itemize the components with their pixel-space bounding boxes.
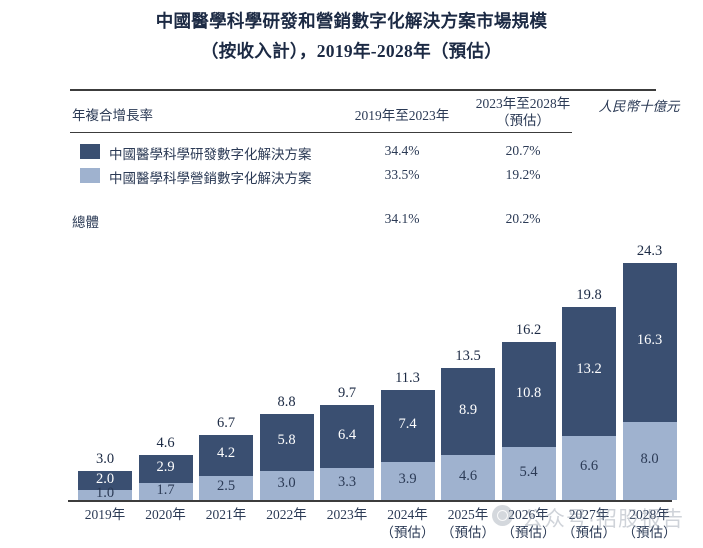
bar-segment-marketing: 5.4 — [501, 447, 556, 500]
bar-segment-label-marketing: 3.0 — [277, 475, 296, 492]
x-axis-label: 2023年 — [326, 507, 368, 522]
bar-segment-label-rnd: 5.8 — [277, 432, 296, 449]
bar-segment-label-rnd: 10.8 — [515, 384, 542, 401]
legend-row-marketing: 中國醫學科學營銷數字化解決方案 33.5% 19.2% — [70, 165, 656, 187]
bar-segment-label-marketing: 6.6 — [579, 457, 599, 474]
bar-group: 16.2 10.8 5.4 — [501, 322, 556, 500]
bar-total-label: 4.6 — [156, 435, 175, 452]
bar-total-label: 16.2 — [515, 322, 542, 338]
table-header-unit: 人民幣十億元 — [598, 98, 680, 114]
bar-segment-label-rnd: 8.9 — [458, 401, 478, 418]
bar-segment-label-rnd: 7.4 — [398, 415, 417, 432]
bar-segment-marketing: 1.0 — [78, 485, 132, 501]
bar-segment-rnd: 5.8 — [259, 414, 314, 471]
x-axis-label: 2024年 （預估） — [380, 507, 435, 540]
bar-segment-label-marketing: 8.0 — [640, 450, 659, 467]
bar-segment-label-marketing: 3.9 — [398, 470, 417, 487]
bar-segment-label-marketing: 1.0 — [95, 485, 115, 502]
bar-segment-label-marketing: 1.7 — [156, 481, 175, 498]
bar-total-label: 24.3 — [636, 243, 663, 259]
cagr-table: 年複合增長率 2019年至2023年 2023年至2028年 （預估） 人民幣十… — [70, 89, 680, 231]
x-axis-label: 2019年 — [84, 507, 126, 522]
bar-segment-label-rnd: 6.4 — [337, 426, 357, 443]
bar-segment-rnd: 8.9 — [441, 368, 495, 456]
bar-segment-label-marketing: 3.3 — [337, 473, 357, 490]
page-title-line-2: （按收入計），2019年-2028年（預估） — [200, 41, 503, 61]
bar-segment-rnd: 13.2 — [562, 306, 616, 436]
bar-group: 8.8 5.8 3.0 — [259, 394, 314, 500]
legend-label-marketing: 中國醫學科學營銷數字化解決方案 — [109, 171, 312, 187]
bar-group: 13.5 8.9 4.6 — [441, 348, 495, 500]
bar-total-label: 11.3 — [395, 369, 420, 386]
legend-row-rnd: 中國醫學科學研發數字化解決方案 34.4% 20.7% — [70, 141, 656, 163]
table-rule-mid — [70, 131, 572, 134]
x-axis-label: 2022年 — [266, 507, 307, 522]
bar-segment-rnd: 2.9 — [138, 455, 193, 484]
bar-segment-label-rnd: 2.0 — [95, 470, 115, 487]
cagr-2019-2023-total: 34.1% — [384, 211, 420, 227]
bar-total-label: 9.7 — [337, 385, 357, 402]
bar-segment-marketing: 8.0 — [622, 421, 677, 500]
bar-segment-marketing: 3.0 — [259, 470, 314, 500]
bar-segment-rnd: 2.0 — [78, 471, 132, 491]
bar-segment-marketing: 6.6 — [562, 435, 616, 500]
bar-segment-rnd: 7.4 — [380, 389, 435, 462]
bar-segment-label-rnd: 2.9 — [156, 459, 175, 476]
bar-segment-label-marketing: 5.4 — [519, 463, 538, 480]
bar-group: 24.3 16.3 8.0 — [622, 243, 677, 500]
table-total-label: 總體 — [72, 215, 99, 231]
x-axis-label: 2028年 （預估） — [622, 507, 677, 540]
bar-total-label: 13.5 — [455, 348, 481, 365]
page-title-line-1: 中國醫學科學研發和營銷數字化解決方案市場規模 — [155, 11, 548, 31]
legend-swatch-rnd — [80, 144, 100, 160]
bar-segment-label-rnd: 4.2 — [216, 445, 236, 462]
bar-segment-label-rnd: 16.3 — [636, 332, 663, 349]
legend-swatch-marketing — [80, 168, 100, 184]
bar-total-label: 6.7 — [216, 414, 236, 431]
table-total-row: 總體 34.1% 20.2% — [70, 209, 656, 231]
bar-group: 19.8 13.2 6.6 — [562, 287, 616, 500]
chart-plot-area: 3.0 2.0 1.0 4.6 2.9 1.7 6.7 4.2 2.5 8.8 5.8 3.0 9.7 6… — [70, 228, 677, 501]
bar-segment-marketing: 1.7 — [138, 481, 193, 500]
cagr-2023-2028-marketing: 19.2% — [505, 167, 541, 183]
bar-segment-rnd: 4.2 — [199, 434, 253, 476]
bar-segment-rnd: 6.4 — [320, 405, 374, 468]
bar-group: 9.7 6.4 3.3 — [320, 385, 374, 500]
bar-group: 11.3 7.4 3.9 — [380, 370, 435, 500]
legend-label-rnd: 中國醫學科學研發數字化解決方案 — [109, 147, 312, 163]
table-header-row: 年複合增長率 2019年至2023年 2023年至2028年 （預估） 人民幣十… — [70, 91, 680, 132]
chart-title-block: 中國醫學科學研發和營銷數字化解決方案市場規模 （按收入計），2019年-2028… — [0, 8, 703, 64]
bar-total-label: 3.0 — [95, 450, 115, 467]
bar-segment-marketing: 3.3 — [320, 467, 374, 500]
bar-group: 3.0 2.0 1.0 — [78, 451, 132, 501]
table-header-period-1: 2019年至2023年 — [354, 107, 450, 123]
chart-x-axis-line — [68, 500, 672, 502]
bar-segment-rnd: 10.8 — [501, 342, 556, 448]
bar-segment-marketing: 2.5 — [199, 475, 253, 500]
bar-total-label: 8.8 — [277, 394, 296, 411]
x-axis-label: 2020年 — [145, 507, 186, 522]
bar-group: 4.6 2.9 1.7 — [138, 435, 193, 500]
bar-group: 6.7 4.2 2.5 — [199, 415, 253, 500]
x-axis-label: 2027年 （預估） — [562, 507, 616, 540]
cagr-2019-2023-marketing: 33.5% — [384, 167, 420, 183]
cagr-2023-2028-total: 20.2% — [505, 211, 541, 227]
table-header-cagr-label: 年複合增長率 — [72, 107, 153, 123]
bar-segment-label-marketing: 2.5 — [216, 477, 236, 494]
bar-segment-marketing: 4.6 — [441, 455, 495, 500]
bar-segment-marketing: 3.9 — [380, 461, 435, 500]
stacked-bar-chart: 3.0 2.0 1.0 4.6 2.9 1.7 6.7 4.2 2.5 8.8 5.8 3.0 9.7 6… — [0, 228, 703, 548]
x-axis-label: 2025年 （預估） — [441, 507, 495, 540]
bar-segment-label-rnd: 13.2 — [576, 361, 602, 378]
bar-segment-rnd: 16.3 — [622, 263, 677, 422]
cagr-2019-2023-rnd: 34.4% — [384, 143, 420, 159]
x-axis-label: 2026年 （預估） — [501, 507, 556, 540]
cagr-2023-2028-rnd: 20.7% — [505, 143, 541, 159]
table-header-period-2: 2023年至2028年 （預估） — [475, 95, 571, 128]
x-axis-label: 2021年 — [205, 507, 247, 522]
bar-total-label: 19.8 — [576, 286, 602, 303]
table-rule-top — [70, 89, 656, 91]
bar-segment-label-marketing: 4.6 — [458, 467, 478, 484]
